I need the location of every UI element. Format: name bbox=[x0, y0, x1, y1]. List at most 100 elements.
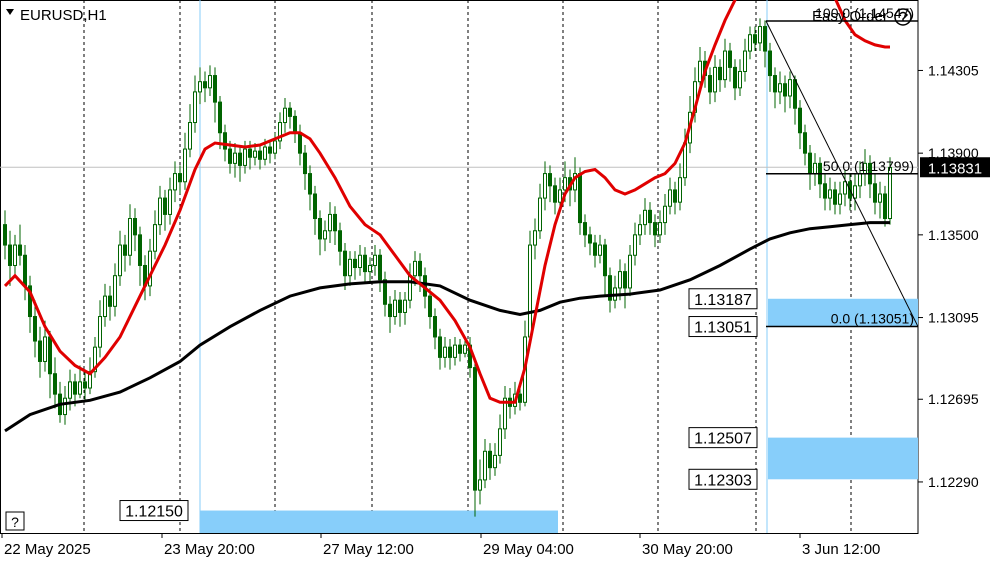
candle-body bbox=[428, 295, 432, 318]
candle-body bbox=[718, 66, 722, 81]
candle-body bbox=[233, 152, 237, 164]
candle-body bbox=[598, 244, 602, 256]
price-label: 1.12507 bbox=[694, 431, 752, 448]
candle-body bbox=[658, 222, 662, 236]
candle-body bbox=[478, 479, 482, 491]
candle-body bbox=[123, 244, 127, 256]
candle-body bbox=[838, 193, 842, 205]
candle-body bbox=[758, 26, 762, 44]
candle-body bbox=[543, 173, 547, 199]
candle-body bbox=[883, 193, 887, 220]
price-label: 1.13187 bbox=[694, 292, 752, 309]
candle-body bbox=[193, 91, 197, 124]
candle-body bbox=[43, 336, 47, 362]
candle-body bbox=[653, 222, 657, 236]
candle-body bbox=[503, 397, 507, 430]
fib-level-label: 50.0 (1.13799) bbox=[823, 158, 914, 174]
candle-body bbox=[753, 34, 757, 44]
candle-body bbox=[433, 316, 437, 338]
price-zone[interactable] bbox=[768, 298, 918, 327]
candle-body bbox=[263, 146, 267, 160]
candle-body bbox=[548, 173, 552, 187]
candle-body bbox=[368, 264, 372, 273]
candle-body bbox=[318, 218, 322, 240]
candle-body bbox=[68, 381, 72, 399]
x-tick-label: 3 Jun 12:00 bbox=[802, 541, 880, 558]
candle-body bbox=[618, 271, 622, 289]
candle-body bbox=[248, 148, 252, 158]
candle-body bbox=[673, 189, 677, 203]
candle-body bbox=[833, 189, 837, 205]
candle-body bbox=[528, 244, 532, 338]
candle-body bbox=[608, 275, 612, 301]
candle-body bbox=[108, 295, 112, 307]
candle-body bbox=[768, 50, 772, 77]
chevron-down-icon[interactable] bbox=[6, 9, 14, 15]
candle-body bbox=[268, 146, 272, 154]
candle-body bbox=[288, 107, 292, 117]
candle-body bbox=[628, 254, 632, 289]
candle-body bbox=[223, 132, 227, 150]
candle-body bbox=[113, 275, 117, 307]
settings-icon[interactable] bbox=[894, 8, 912, 26]
current-price-label: 1.13831 bbox=[928, 160, 982, 177]
candle-body bbox=[633, 234, 637, 256]
candle-body bbox=[343, 250, 347, 277]
candle-body bbox=[303, 152, 307, 175]
candle-body bbox=[208, 75, 212, 89]
y-tick-label: 1.12290 bbox=[928, 474, 979, 490]
candle-body bbox=[738, 70, 742, 89]
candle-body bbox=[678, 177, 682, 203]
candle-body bbox=[383, 279, 387, 305]
price-label-box[interactable] bbox=[688, 288, 758, 310]
help-button[interactable] bbox=[5, 511, 25, 531]
candle-body bbox=[373, 254, 377, 266]
candle-body bbox=[243, 148, 247, 166]
price-label-box[interactable] bbox=[688, 316, 758, 338]
candle-body bbox=[183, 148, 187, 183]
candle-body bbox=[413, 260, 417, 277]
price-zone[interactable] bbox=[768, 437, 918, 480]
candle-body bbox=[813, 162, 817, 175]
candle-body bbox=[78, 381, 82, 395]
candle-body bbox=[173, 173, 177, 191]
candle-body bbox=[788, 79, 792, 97]
candle-body bbox=[448, 346, 452, 358]
candle-body bbox=[558, 189, 562, 203]
price-zone[interactable] bbox=[200, 510, 558, 533]
candle-body bbox=[493, 454, 497, 469]
candle-body bbox=[388, 303, 392, 318]
candle-body bbox=[18, 244, 22, 256]
candle-body bbox=[228, 148, 232, 164]
y-tick-label: 1.12695 bbox=[928, 391, 979, 407]
price-label-box[interactable] bbox=[688, 468, 758, 490]
candle-body bbox=[283, 107, 287, 124]
candle-body bbox=[403, 299, 407, 313]
candle-body bbox=[708, 75, 712, 93]
candle-body bbox=[198, 81, 202, 93]
candle-body bbox=[308, 173, 312, 195]
candle-body bbox=[823, 183, 827, 199]
candle-body bbox=[638, 224, 642, 236]
candle-body bbox=[118, 244, 122, 277]
candle-body bbox=[878, 193, 882, 203]
candle-body bbox=[213, 75, 217, 103]
candle-body bbox=[723, 50, 727, 81]
candle-body bbox=[128, 218, 132, 256]
candle-body bbox=[773, 75, 777, 93]
candle-body bbox=[83, 381, 87, 389]
candle-body bbox=[698, 60, 702, 83]
candle-body bbox=[438, 336, 442, 358]
candle-body bbox=[578, 173, 582, 224]
candle-body bbox=[763, 26, 767, 52]
price-label-box[interactable] bbox=[688, 427, 758, 449]
y-tick-label: 1.14305 bbox=[928, 62, 979, 78]
candle-body bbox=[888, 166, 892, 220]
price-label-box[interactable] bbox=[119, 500, 189, 522]
candle-body bbox=[778, 83, 782, 93]
candle-body bbox=[728, 50, 732, 68]
x-tick-label: 29 May 04:00 bbox=[483, 541, 574, 558]
candle-body bbox=[443, 346, 447, 358]
